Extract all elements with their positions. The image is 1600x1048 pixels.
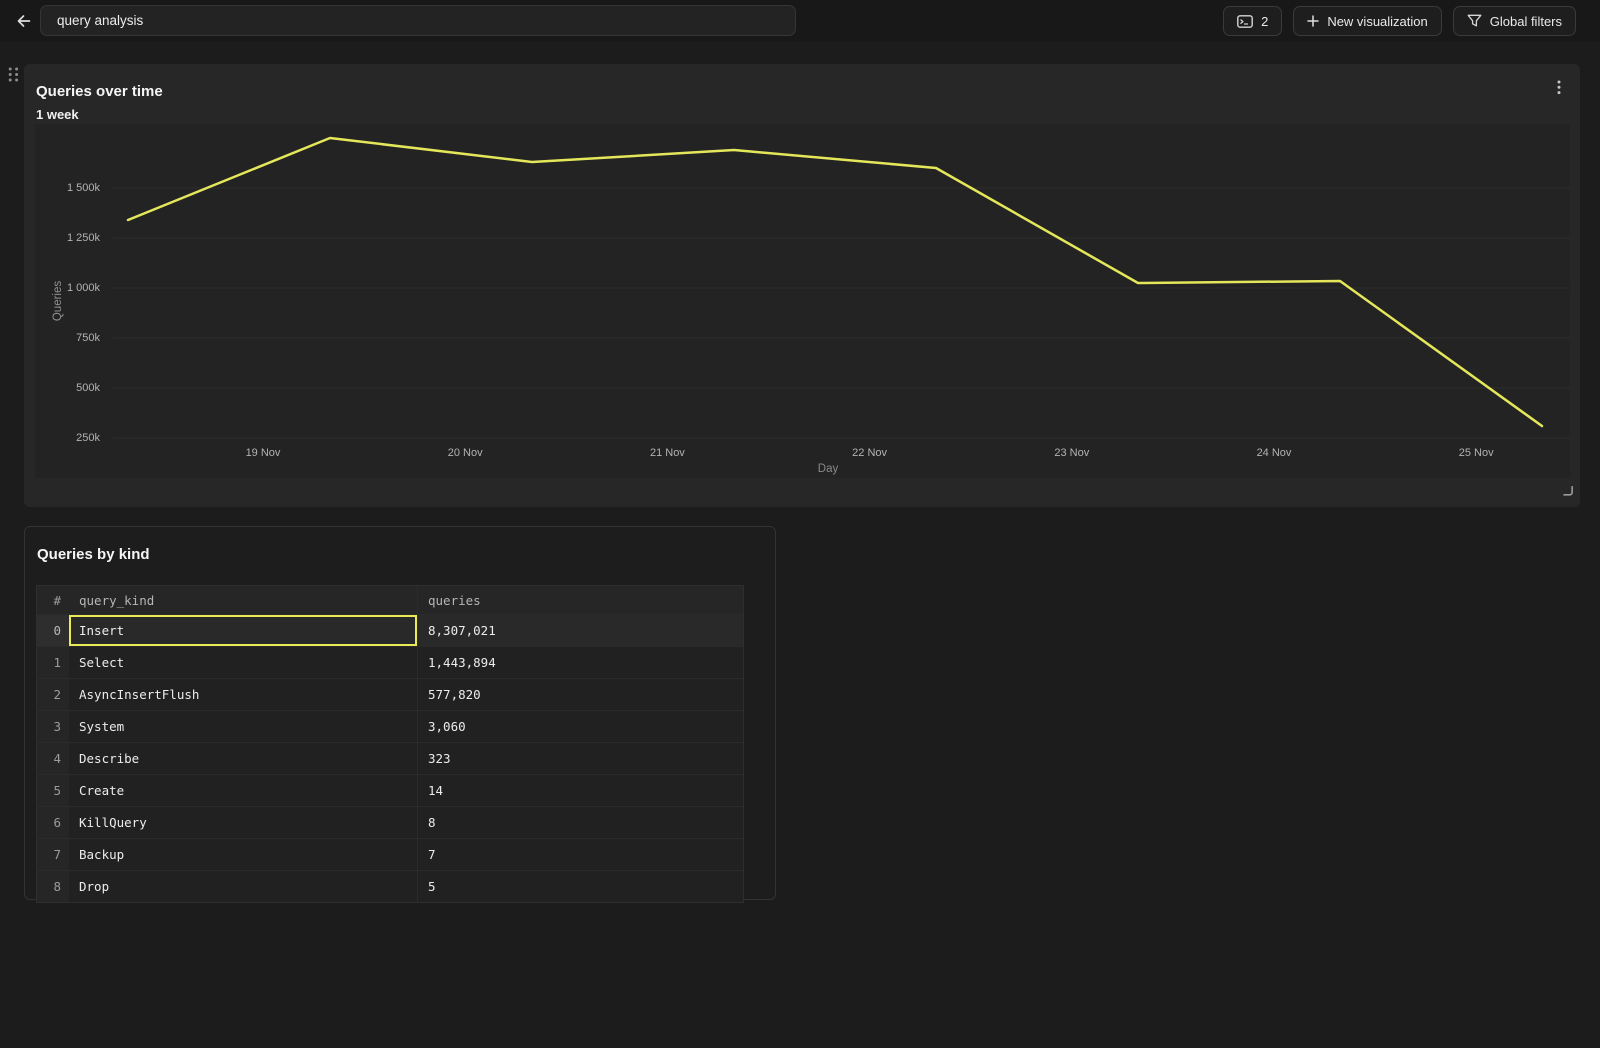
row-index-cell[interactable]: 3 (37, 711, 69, 742)
column-header-query-kind[interactable]: query_kind (79, 592, 155, 608)
new-visualization-label: New visualization (1327, 13, 1428, 29)
table-header-row: # query_kind queries (37, 586, 743, 614)
column-header-index[interactable]: # (37, 586, 69, 614)
y-axis-label: Queries (52, 280, 64, 322)
x-axis-tick-label: 22 Nov (852, 447, 888, 459)
chart-title: Queries over time (36, 83, 163, 100)
y-axis-tick-label: 1 500k (66, 182, 100, 194)
console-count: 2 (1261, 13, 1269, 29)
x-axis-tick-label: 23 Nov (1054, 447, 1090, 459)
x-axis-label: Day (817, 463, 839, 475)
line-chart-plot-area[interactable]: Queries Day 1 500k 1 250k 1 000k 750k 500k 25… (35, 124, 1570, 478)
x-axis-tick-label: 19 Nov (245, 447, 281, 459)
query-kind-cell[interactable]: Select (79, 655, 125, 670)
queries-cell[interactable]: 5 (417, 871, 743, 902)
x-axis-tick-label: 20 Nov (447, 447, 483, 459)
back-button[interactable] (11, 8, 37, 34)
y-axis-tick-label: 1 250k (66, 232, 100, 244)
row-index-cell[interactable]: 5 (37, 775, 69, 806)
table-row[interactable]: 6 KillQuery 8 (37, 806, 743, 838)
column-header-queries[interactable]: queries (417, 586, 743, 614)
queries-cell[interactable]: 7 (417, 839, 743, 870)
table-row[interactable]: 5 Create 14 (37, 774, 743, 806)
queries-cell[interactable]: 1,443,894 (417, 647, 743, 678)
table-body: 0 Insert 8,307,021 1 Select 1,443,894 2 AsyncIn… (37, 614, 743, 902)
queries-cell[interactable]: 8 (417, 807, 743, 838)
x-axis-tick-label: 24 Nov (1256, 447, 1292, 459)
queries-cell[interactable]: 3,060 (417, 711, 743, 742)
kebab-vertical-icon (1557, 80, 1561, 95)
query-kind-cell[interactable]: KillQuery (79, 815, 147, 830)
global-filters-button[interactable]: Global filters (1452, 6, 1576, 36)
chart-visualization-panel: Queries over time 1 week Queries Day 1 5… (24, 64, 1580, 507)
queries-by-kind-table: # query_kind queries 0 Insert 8,307,021 1 Se… (36, 585, 744, 903)
table-row[interactable]: 7 Backup 7 (37, 838, 743, 870)
row-index-cell[interactable]: 0 (37, 615, 69, 646)
queries-cell[interactable]: 577,820 (417, 679, 743, 710)
x-axis-tick-label: 21 Nov (649, 447, 685, 459)
y-axis-tick-label: 250k (76, 432, 100, 444)
console-queries-button[interactable]: 2 (1223, 6, 1283, 36)
query-kind-cell[interactable]: Insert (69, 615, 417, 646)
topbar-actions: 2 New visualization Global filters (1223, 6, 1576, 36)
plus-icon (1307, 15, 1320, 27)
query-kind-cell[interactable]: AsyncInsertFlush (79, 687, 200, 702)
y-axis-tick-label: 500k (76, 382, 100, 394)
table-row[interactable]: 8 Drop 5 (37, 870, 743, 902)
global-filters-label: Global filters (1489, 13, 1562, 29)
queries-cell[interactable]: 14 (417, 775, 743, 806)
row-index-cell[interactable]: 1 (37, 647, 69, 678)
query-kind-cell[interactable]: Describe (79, 751, 140, 766)
queries-line-chart (113, 136, 1570, 439)
table-title: Queries by kind (37, 546, 150, 563)
chart-menu-button[interactable] (1551, 77, 1567, 97)
queries-cell[interactable]: 8,307,021 (417, 615, 743, 646)
resize-corner-icon[interactable] (1562, 484, 1574, 502)
queries-cell[interactable]: 323 (417, 743, 743, 774)
arrow-left-icon (15, 12, 33, 30)
row-index-cell[interactable]: 4 (37, 743, 69, 774)
table-row[interactable]: 1 Select 1,443,894 (37, 646, 743, 678)
query-kind-cell[interactable]: System (79, 719, 125, 734)
table-row[interactable]: 4 Describe 323 (37, 742, 743, 774)
table-visualization-panel: Queries by kind # query_kind queries 0 In… (24, 526, 776, 903)
query-kind-cell[interactable]: Backup (79, 847, 125, 862)
funnel-icon (1467, 14, 1482, 28)
row-index-cell[interactable]: 7 (37, 839, 69, 870)
terminal-icon (1237, 14, 1253, 28)
query-kind-cell[interactable]: Create (79, 783, 125, 798)
drag-dots-icon[interactable] (7, 66, 20, 88)
dashboard-title-input[interactable] (40, 5, 796, 36)
row-index-cell[interactable]: 6 (37, 807, 69, 838)
table-row[interactable]: 2 AsyncInsertFlush 577,820 (37, 678, 743, 710)
row-index-cell[interactable]: 8 (37, 871, 69, 902)
row-index-cell[interactable]: 2 (37, 679, 69, 710)
query-kind-cell[interactable]: Drop (79, 879, 110, 894)
series-line-queries (126, 136, 1544, 428)
y-axis-tick-label: 750k (76, 332, 100, 344)
table-row[interactable]: 0 Insert 8,307,021 (37, 614, 743, 646)
y-axis-tick-label: 1 000k (66, 282, 100, 294)
topbar: 2 New visualization Global filters (0, 0, 1600, 42)
x-axis-tick-label: 25 Nov (1458, 447, 1494, 459)
table-row[interactable]: 3 System 3,060 (37, 710, 743, 742)
new-visualization-button[interactable]: New visualization (1293, 6, 1442, 36)
chart-subtitle: 1 week (36, 107, 79, 122)
